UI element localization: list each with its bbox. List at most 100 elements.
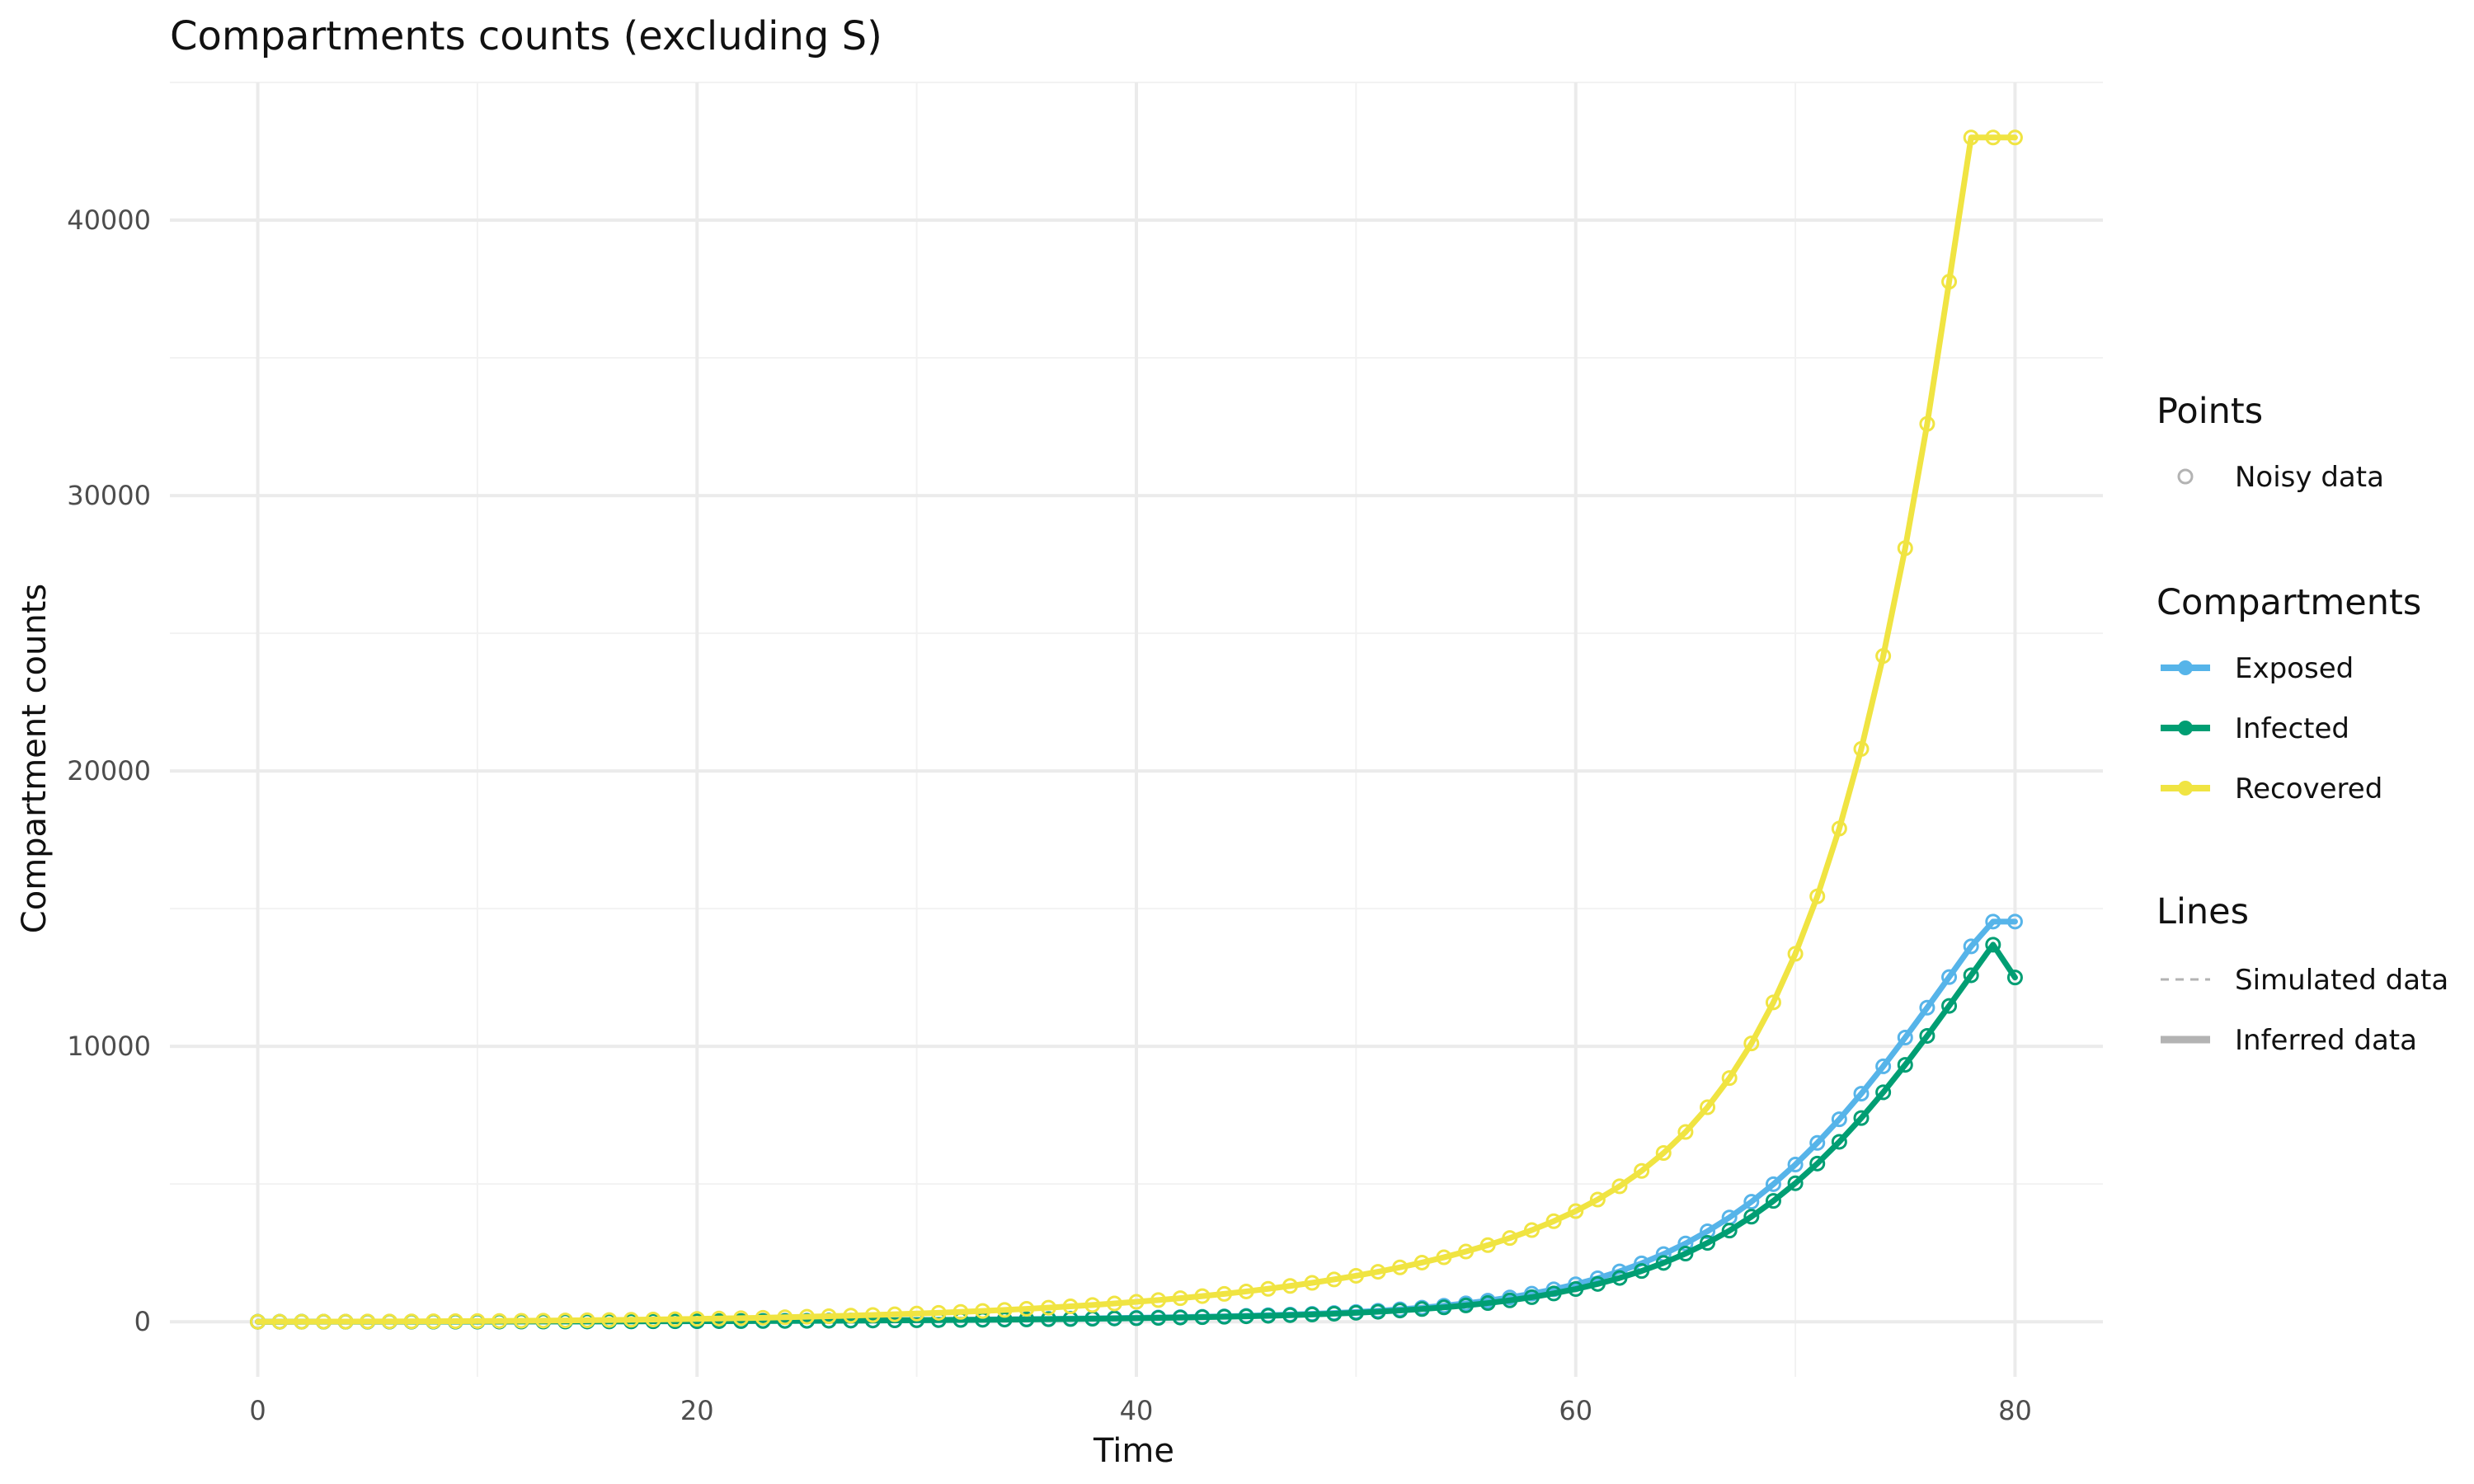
data-point [798, 1308, 815, 1325]
data-point [1458, 1297, 1475, 1313]
data-point [1260, 1280, 1277, 1297]
data-point [975, 1303, 991, 1319]
data-point [1941, 998, 1958, 1014]
data-point [250, 1313, 266, 1330]
legend-compartments-key-2 [2161, 781, 2210, 796]
legend-points-label-0: Noisy data [2235, 461, 2384, 494]
x-tick-label: 40 [1120, 1395, 1154, 1426]
data-point [996, 1302, 1013, 1318]
data-point [579, 1312, 595, 1328]
data-point [1941, 274, 1958, 290]
data-point [1172, 1309, 1188, 1326]
data-point [1875, 1084, 1892, 1101]
data-point [1348, 1304, 1364, 1321]
legend-lines-title: Lines [2157, 891, 2249, 932]
data-point [1436, 1299, 1452, 1316]
data-point [1853, 1086, 1870, 1102]
series-layer [250, 129, 2023, 1330]
data-point [1413, 1254, 1430, 1270]
data-point [2006, 970, 2023, 986]
data-point [1897, 1057, 1913, 1073]
data-point [645, 1311, 661, 1327]
data-point [1106, 1310, 1122, 1327]
x-axis-ticks: 0 20 40 60 80 [249, 1395, 2031, 1426]
data-point [1370, 1264, 1386, 1280]
data-point [711, 1310, 727, 1327]
data-point [1743, 1194, 1760, 1210]
data-point [1831, 820, 1847, 837]
y-tick-label: 10000 [67, 1031, 151, 1062]
data-point [1194, 1288, 1211, 1304]
data-point [1523, 1289, 1540, 1305]
data-point [667, 1311, 684, 1327]
legend-compartments-key-1 [2161, 721, 2210, 735]
data-point [426, 1313, 442, 1330]
data-point [1502, 1292, 1518, 1308]
data-point [1655, 1145, 1672, 1162]
data-point [271, 1313, 288, 1330]
data-point [1370, 1303, 1386, 1320]
data-point [1326, 1305, 1343, 1322]
data-point [1436, 1249, 1452, 1266]
y-axis-title: Compartment counts [16, 584, 54, 933]
data-point [1831, 1111, 1847, 1128]
data-point [1743, 1209, 1760, 1225]
data-point [1216, 1308, 1233, 1325]
data-point [1479, 1237, 1496, 1253]
data-point [1106, 1295, 1122, 1312]
y-tick-label: 20000 [67, 755, 151, 787]
data-point [733, 1310, 750, 1327]
data-point [557, 1313, 573, 1329]
data-point [1677, 1235, 1694, 1252]
data-point [1765, 994, 1781, 1011]
data-point [1765, 1193, 1781, 1209]
data-point [755, 1309, 771, 1326]
data-point [294, 1313, 310, 1330]
data-point [1545, 1213, 1562, 1229]
data-point [1919, 1027, 1935, 1044]
y-tick-label: 40000 [67, 204, 151, 236]
data-point [1238, 1283, 1254, 1299]
x-tick-label: 0 [249, 1395, 266, 1426]
grid-major [170, 82, 2103, 1377]
data-point [1348, 1267, 1364, 1284]
data-point [1238, 1308, 1254, 1325]
data-point [1062, 1298, 1079, 1315]
data-point [1128, 1294, 1145, 1310]
x-tick-label: 80 [1998, 1395, 2032, 1426]
data-point [1963, 938, 1979, 955]
legend-compartments-key-0 [2161, 660, 2210, 675]
data-point [887, 1306, 903, 1322]
legend-compartments-label-0: Exposed [2235, 652, 2354, 685]
data-point [843, 1308, 859, 1324]
data-point [1677, 1246, 1694, 1262]
data-point [1919, 999, 1935, 1016]
data-point [1765, 1176, 1781, 1192]
data-point [1479, 1295, 1496, 1312]
data-point [2006, 129, 2023, 146]
legend-lines-label-0: Simulated data [2235, 964, 2448, 997]
data-point [930, 1304, 947, 1321]
x-axis-title: Time [1093, 1432, 1174, 1470]
data-point [1875, 648, 1892, 665]
data-point [1985, 937, 2001, 953]
data-point [1655, 1255, 1672, 1271]
data-point [1304, 1306, 1320, 1322]
x-tick-label: 20 [680, 1395, 714, 1426]
legend-points-title: Points [2157, 391, 2263, 432]
data-point [1523, 1222, 1540, 1238]
legend-points-key-0 [2177, 468, 2194, 485]
data-point [1084, 1297, 1101, 1313]
data-point [1545, 1285, 1562, 1302]
data-point [1568, 1281, 1584, 1298]
y-axis-ticks: 0 10000 20000 30000 40000 [67, 204, 151, 1337]
chart-title: Compartments counts (excluding S) [170, 13, 882, 59]
data-point [1634, 1263, 1650, 1280]
legend: Points Noisy data Compartments Exposed I… [2157, 391, 2448, 1057]
data-point [952, 1303, 969, 1320]
series-recovered [250, 129, 2023, 1330]
data-point [1941, 969, 1958, 985]
data-point [1963, 129, 1979, 146]
x-tick-label: 60 [1559, 1395, 1592, 1426]
data-point [447, 1313, 463, 1329]
